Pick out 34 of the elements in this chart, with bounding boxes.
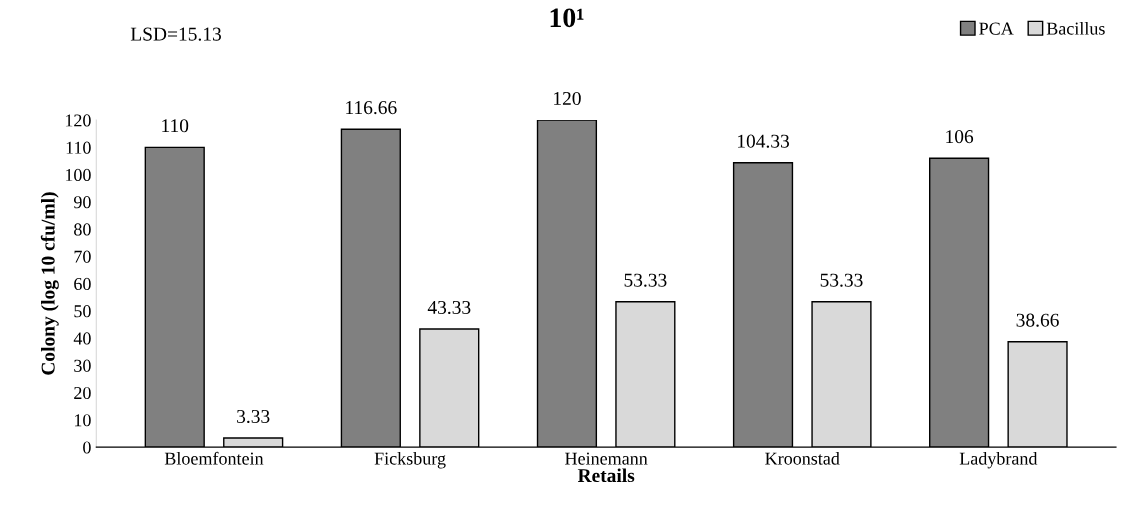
- legend-label: Bacillus: [1046, 22, 1105, 35]
- y-tick-label: 50: [74, 305, 91, 318]
- y-tick-label: 30: [74, 359, 91, 372]
- text: LSD=15.13: [130, 27, 221, 41]
- x-tick-label: Bloemfontein: [164, 451, 264, 465]
- data-label: 106: [946, 130, 974, 144]
- chart-title: 10¹: [550, 8, 584, 28]
- data-label: 3.33: [237, 409, 270, 424]
- y-tick-label: 40: [73, 332, 91, 345]
- x-axis-title: Retails: [577, 468, 635, 483]
- y-axis-title: Colony (log 10 cfu/ml): [40, 192, 59, 375]
- y-tick-label: 90: [73, 196, 91, 209]
- data-label: 43.33: [427, 300, 471, 315]
- y-tick-label: 110: [66, 141, 91, 154]
- data-label: 120: [554, 91, 581, 106]
- data-label: 116.66: [346, 101, 397, 115]
- y-tick-label: 80: [74, 223, 91, 236]
- data-label: 104.33: [738, 134, 790, 148]
- y-tick-label: 60: [74, 277, 91, 291]
- data-label: 110: [162, 119, 189, 133]
- y-tick-label: 0: [83, 441, 91, 454]
- data-label: 53.33: [624, 273, 667, 287]
- x-tick-label: Kroonstad: [765, 451, 840, 465]
- y-tick-label: 100: [65, 168, 91, 182]
- x-tick-label: Ladybrand: [959, 451, 1038, 469]
- data-label: 38.66: [1016, 313, 1059, 327]
- x-tick-label: Ficksburg: [374, 451, 446, 469]
- x-tick-label: Heinemann: [565, 452, 648, 465]
- legend-label: PCA: [979, 22, 1014, 35]
- y-tick-label: 70: [74, 250, 91, 263]
- data-label: 53.33: [820, 273, 863, 287]
- y-tick-label: 20: [74, 386, 91, 400]
- y-tick-label: 10: [74, 414, 91, 427]
- y-tick-label: 120: [65, 114, 91, 127]
